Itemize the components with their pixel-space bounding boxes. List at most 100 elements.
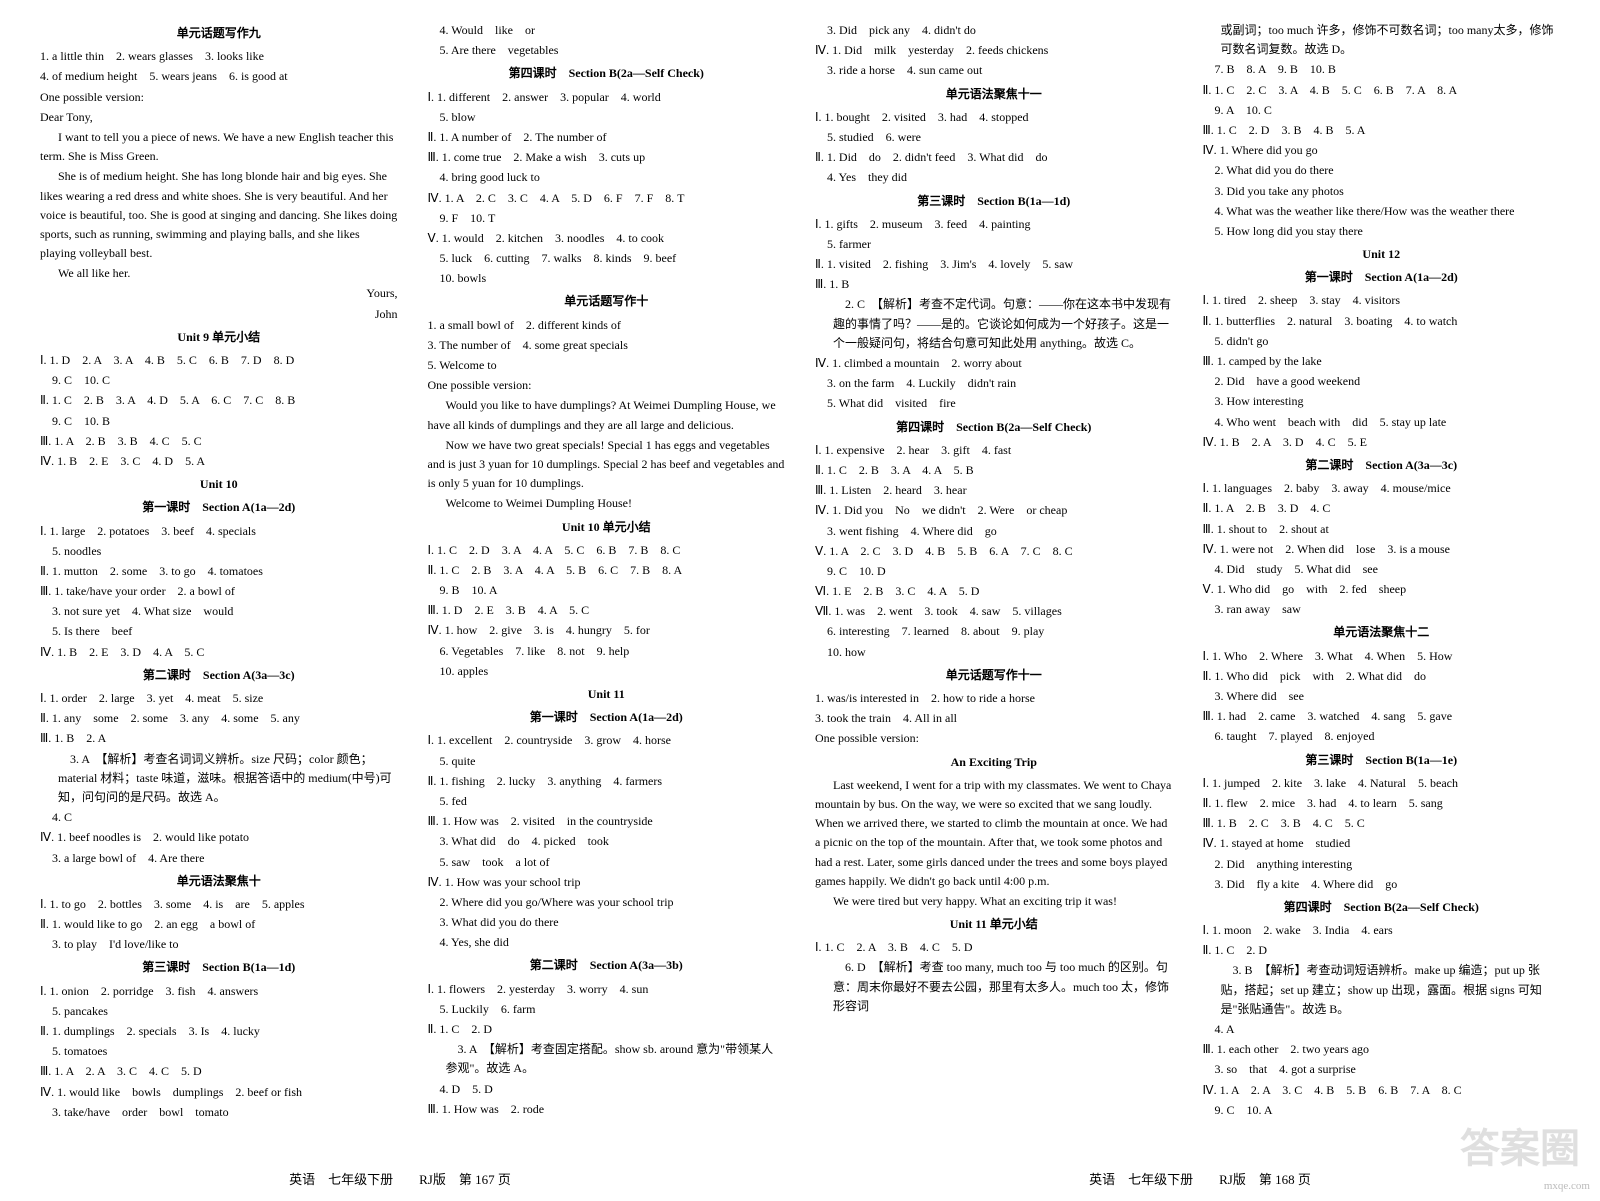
page-container: 单元话题写作九 1. a little thin 2. wears glasse… (0, 0, 1600, 1133)
explanation: 3. A 【解析】考查固定搭配。show sb. around 意为"带领某人参… (428, 1040, 786, 1078)
answer-line: 3. Where did see (1203, 687, 1561, 706)
page-footer: 英语 七年级下册 RJ版 第 167 页 英语 七年级下册 RJ版 第 168 … (0, 1170, 1600, 1191)
answer-line: 3. Did pick any 4. didn't do (815, 21, 1173, 40)
answer-line: 9. C 10. B (40, 412, 398, 431)
answer-line: Ⅱ. 1. any some 2. some 3. any 4. some 5.… (40, 709, 398, 728)
answer-line: Ⅱ. 1. mutton 2. some 3. to go 4. tomatoe… (40, 562, 398, 581)
answer-line: 3. How interesting (1203, 392, 1561, 411)
answer-line: Ⅱ. 1. butterflies 2. natural 3. boating … (1203, 312, 1561, 331)
heading-unit12: Unit 12 (1203, 245, 1561, 264)
heading-lesson4-u11: 第四课时 Section B(2a—Self Check) (815, 418, 1173, 437)
answer-line: 9. A 10. C (1203, 101, 1561, 120)
answer-line: 5. Welcome to (428, 356, 786, 375)
text-line: One possible version: (815, 729, 1173, 748)
answer-line: 5. noodles (40, 542, 398, 561)
text-line: Yours, (40, 284, 398, 303)
answer-line: 4. Yes, she did (428, 933, 786, 952)
text-line: One possible version: (428, 376, 786, 395)
answer-line: Ⅱ. 1. C 2. C 3. A 4. B 5. C 6. B 7. A 8.… (1203, 81, 1561, 100)
answer-line: Ⅳ. 1. B 2. E 3. D 4. A 5. C (40, 643, 398, 662)
text-line: John (40, 305, 398, 324)
heading-essay-10: 单元话题写作十 (428, 292, 786, 311)
answer-line: 5. Is there beef (40, 622, 398, 641)
answer-line: Ⅳ. 1. How was your school trip (428, 873, 786, 892)
answer-line: Ⅲ. 1. each other 2. two years ago (1203, 1040, 1561, 1059)
answer-line: Ⅰ. 1. moon 2. wake 3. India 4. ears (1203, 921, 1561, 940)
answer-line: 5. fed (428, 792, 786, 811)
answer-line: 9. C 10. D (815, 562, 1173, 581)
paragraph: We were tired but very happy. What an ex… (815, 892, 1173, 911)
answer-line: Ⅰ. 1. large 2. potatoes 3. beef 4. speci… (40, 522, 398, 541)
answer-line: 3. went fishing 4. Where did go (815, 522, 1173, 541)
answer-line: 10. bowls (428, 269, 786, 288)
answer-line: 5. blow (428, 108, 786, 127)
answer-line: Ⅲ. 1. camped by the lake (1203, 352, 1561, 371)
answer-line: 3. ran away saw (1203, 600, 1561, 619)
answer-line: 4. What was the weather like there/How w… (1203, 202, 1561, 221)
answer-line: Ⅳ. 1. B 2. E 3. C 4. D 5. A (40, 452, 398, 471)
answer-line: Ⅲ. 1. A 2. B 3. B 4. C 5. C (40, 432, 398, 451)
answer-line: Ⅴ. 1. A 2. C 3. D 4. B 5. B 6. A 7. C 8.… (815, 542, 1173, 561)
answer-line: Ⅰ. 1. C 2. D 3. A 4. A 5. C 6. B 7. B 8.… (428, 541, 786, 560)
answer-line: 5. didn't go (1203, 332, 1561, 351)
paragraph: We all like her. (40, 264, 398, 283)
answer-line: 3. on the farm 4. Luckily didn't rain (815, 374, 1173, 393)
answer-line: Ⅲ. 1. D 2. E 3. B 4. A 5. C (428, 601, 786, 620)
answer-line: Ⅲ. 1. How was 2. visited in the countrys… (428, 812, 786, 831)
paragraph: Welcome to Weimei Dumpling House! (428, 494, 786, 513)
answer-line: 4. bring good luck to (428, 168, 786, 187)
answer-line: 4. Yes they did (815, 168, 1173, 187)
heading-grammar-12: 单元语法聚焦十二 (1203, 623, 1561, 642)
answer-line: Ⅱ. 1. C 2. D (1203, 941, 1561, 960)
heading-lesson1-u12: 第一课时 Section A(1a—2d) (1203, 268, 1561, 287)
answer-line: 3. Did fly a kite 4. Where did go (1203, 875, 1561, 894)
answer-line: Ⅰ. 1. D 2. A 3. A 4. B 5. C 6. B 7. D 8.… (40, 351, 398, 370)
heading-essay-11: 单元话题写作十一 (815, 666, 1173, 685)
answer-line: 4. C (40, 808, 398, 827)
text-line: 1. a little thin 2. wears glasses 3. loo… (40, 47, 398, 66)
answer-line: Ⅱ. 1. C 2. D (428, 1020, 786, 1039)
footer-right: 英语 七年级下册 RJ版 第 168 页 (800, 1170, 1600, 1191)
answer-line: 4. Who went beach with did 5. stay up la… (1203, 413, 1561, 432)
answer-line: Ⅲ. 1. come true 2. Make a wish 3. cuts u… (428, 148, 786, 167)
text-line: 4. of medium height 5. wears jeans 6. is… (40, 67, 398, 86)
heading-lesson3: 第三课时 Section B(1a—1d) (40, 958, 398, 977)
explanation: 2. C 【解析】考查不定代词。句意：——你在这本书中发现有趣的事情了吗？——是… (815, 295, 1173, 353)
answer-line: 9. B 10. A (428, 581, 786, 600)
answer-line: Ⅰ. 1. bought 2. visited 3. had 4. stoppe… (815, 108, 1173, 127)
answer-line: Ⅶ. 1. was 2. went 3. took 4. saw 5. vill… (815, 602, 1173, 621)
answer-line: 6. interesting 7. learned 8. about 9. pl… (815, 622, 1173, 641)
answer-line: Ⅱ. 1. fishing 2. lucky 3. anything 4. fa… (428, 772, 786, 791)
answer-line: 9. F 10. T (428, 209, 786, 228)
answer-line: Ⅲ. 1. B (815, 275, 1173, 294)
answer-line: 2. What did you do there (1203, 161, 1561, 180)
paragraph: Last weekend, I went for a trip with my … (815, 776, 1173, 891)
answer-line: 9. C 10. A (1203, 1101, 1561, 1120)
answer-line: Ⅰ. 1. to go 2. bottles 3. some 4. is are… (40, 895, 398, 914)
answer-line: 5. studied 6. were (815, 128, 1173, 147)
answer-line: 3. took the train 4. All in all (815, 709, 1173, 728)
answer-line: Ⅲ. 1. B 2. C 3. B 4. C 5. C (1203, 814, 1561, 833)
answer-line: Ⅰ. 1. excellent 2. countryside 3. grow 4… (428, 731, 786, 750)
answer-line: Ⅰ. 1. flowers 2. yesterday 3. worry 4. s… (428, 980, 786, 999)
answer-line: 5. saw took a lot of (428, 853, 786, 872)
answer-line: Ⅰ. 1. onion 2. porridge 3. fish 4. answe… (40, 982, 398, 1001)
answer-line: 5. How long did you stay there (1203, 222, 1561, 241)
heading-essay-9: 单元话题写作九 (40, 24, 398, 43)
answer-line: Ⅲ. 1. How was 2. rode (428, 1100, 786, 1119)
answer-line: Ⅳ. 1. beef noodles is 2. would like pota… (40, 828, 398, 847)
answer-line: 4. D 5. D (428, 1080, 786, 1099)
watermark-url: mxqe.com (1544, 1178, 1590, 1196)
answer-line: Ⅱ. 1. Who did pick with 2. What did do (1203, 667, 1561, 686)
heading-unit11: Unit 11 (428, 685, 786, 704)
answer-line: 4. Would like or (428, 21, 786, 40)
answer-line: Ⅱ. 1. C 2. B 3. A 4. D 5. A 6. C 7. C 8.… (40, 391, 398, 410)
answer-line: 5. Luckily 6. farm (428, 1000, 786, 1019)
answer-line: Ⅳ. 1. how 2. give 3. is 4. hungry 5. for (428, 621, 786, 640)
answer-line: Ⅳ. 1. Did you No we didn't 2. Were or ch… (815, 501, 1173, 520)
heading-lesson3-u11: 第三课时 Section B(1a—1d) (815, 192, 1173, 211)
heading-lesson2-u11: 第二课时 Section A(3a—3b) (428, 956, 786, 975)
answer-line: Ⅲ. 1. shout to 2. shout at (1203, 520, 1561, 539)
column-3: 3. Did pick any 4. didn't do Ⅳ. 1. Did m… (815, 20, 1173, 1123)
answer-line: Ⅳ. 1. B 2. A 3. D 4. C 5. E (1203, 433, 1561, 452)
